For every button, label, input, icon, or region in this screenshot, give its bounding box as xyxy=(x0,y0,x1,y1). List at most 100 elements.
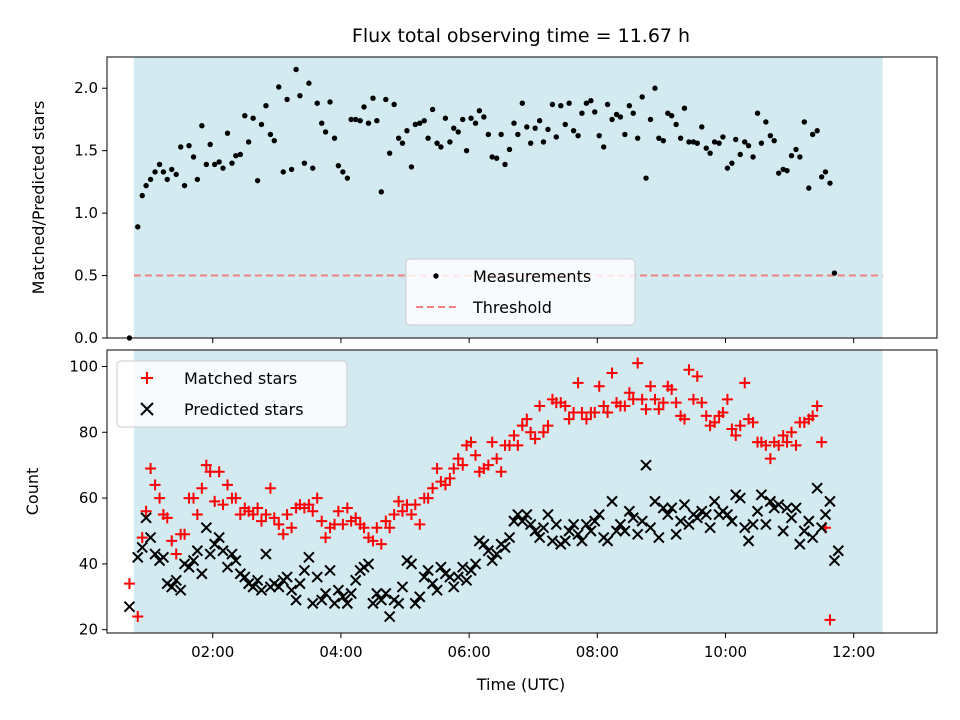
data-point xyxy=(602,407,614,419)
data-point xyxy=(831,270,838,276)
data-point xyxy=(250,115,256,121)
data-point xyxy=(409,597,421,610)
data-point xyxy=(260,548,272,560)
data-point xyxy=(815,521,828,534)
data-point xyxy=(196,482,208,494)
data-point xyxy=(281,571,293,583)
data-point xyxy=(563,413,575,425)
data-point xyxy=(154,492,166,504)
data-point xyxy=(213,531,225,544)
data-point xyxy=(341,597,354,610)
data-point xyxy=(303,551,315,564)
data-point xyxy=(734,492,746,504)
data-point xyxy=(191,545,204,557)
data-point xyxy=(147,176,154,183)
data-point xyxy=(457,561,469,573)
data-point xyxy=(286,522,298,534)
data-point xyxy=(174,584,187,596)
data-point xyxy=(169,166,175,173)
data-point xyxy=(280,169,286,175)
data-point xyxy=(653,403,665,415)
data-point xyxy=(217,499,229,511)
data-point xyxy=(239,571,251,583)
data-point xyxy=(425,135,431,141)
data-point xyxy=(332,584,345,596)
data-point xyxy=(516,420,528,432)
data-point xyxy=(271,137,277,144)
data-point xyxy=(726,423,738,435)
data-point xyxy=(273,518,285,530)
data-point xyxy=(391,101,397,108)
legend-frame xyxy=(116,360,348,428)
data-point xyxy=(478,538,490,550)
data-point xyxy=(267,131,274,138)
data-point xyxy=(132,551,144,564)
data-point xyxy=(660,137,667,144)
data-point xyxy=(542,508,554,521)
data-point xyxy=(164,176,170,183)
data-point xyxy=(536,117,543,124)
data-point xyxy=(220,165,226,171)
data-point xyxy=(737,151,743,158)
y-tick-label: 40 xyxy=(79,555,98,573)
data-point xyxy=(751,505,764,517)
data-point xyxy=(801,119,808,125)
data-point xyxy=(491,453,503,465)
data-point xyxy=(760,439,772,451)
data-point xyxy=(447,139,453,145)
x-tick-label: 08:00 xyxy=(576,643,619,661)
data-point xyxy=(160,169,167,175)
data-point xyxy=(144,531,157,544)
data-point xyxy=(161,512,173,524)
data-point xyxy=(653,531,665,544)
data-point xyxy=(277,528,289,540)
data-point xyxy=(606,495,618,508)
data-point xyxy=(209,495,221,507)
data-point xyxy=(408,164,415,170)
y-tick-label: 20 xyxy=(79,621,98,639)
data-point xyxy=(794,538,806,550)
data-point xyxy=(521,413,533,425)
data-point xyxy=(771,137,777,144)
data-point xyxy=(489,154,495,160)
data-point xyxy=(739,521,751,534)
data-point xyxy=(567,518,580,531)
data-point xyxy=(179,528,191,540)
data-point xyxy=(203,161,210,168)
data-point xyxy=(476,108,483,114)
data-point xyxy=(639,94,645,100)
data-point xyxy=(819,508,832,521)
data-point xyxy=(824,614,836,626)
data-point xyxy=(460,574,473,587)
data-point xyxy=(455,129,461,135)
data-point xyxy=(310,165,316,171)
data-point xyxy=(290,594,302,606)
data-point xyxy=(187,554,200,567)
data-point xyxy=(754,110,761,116)
data-point xyxy=(516,515,529,527)
data-point xyxy=(207,141,213,148)
data-point xyxy=(273,581,285,593)
data-point xyxy=(409,499,421,511)
legend-label: Matched stars xyxy=(184,369,297,388)
data-point xyxy=(374,117,380,124)
data-point xyxy=(707,150,713,156)
data-point xyxy=(429,106,436,113)
data-point xyxy=(572,377,584,389)
data-point xyxy=(670,528,682,540)
x-tick-label: 02:00 xyxy=(191,643,234,661)
data-point xyxy=(739,377,751,389)
data-point xyxy=(322,129,329,135)
data-point xyxy=(790,502,802,514)
data-point xyxy=(136,541,148,554)
data-point xyxy=(811,482,823,494)
data-point xyxy=(135,224,141,230)
data-point xyxy=(534,400,546,412)
data-point xyxy=(563,525,575,537)
data-point xyxy=(515,131,521,138)
y-axis-label: Matched/Predicted stars xyxy=(29,101,48,295)
data-point xyxy=(806,185,812,191)
data-point xyxy=(442,115,449,121)
data-point xyxy=(230,492,242,504)
data-point xyxy=(619,525,631,537)
